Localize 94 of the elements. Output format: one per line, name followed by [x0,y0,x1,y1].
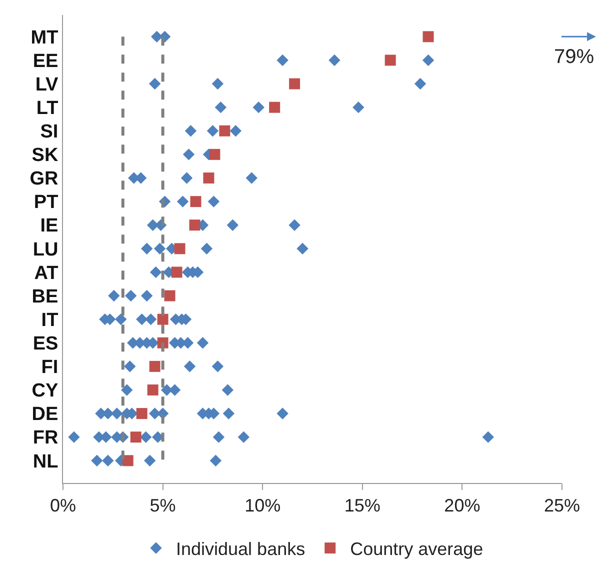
point [230,125,242,137]
y-tick-label: GR [30,168,58,190]
point [226,219,239,231]
y-tick-label: IE [40,216,58,237]
point [136,313,148,326]
y-tick-label: DE [32,404,58,426]
point [150,266,162,278]
point [208,196,220,208]
point [210,454,222,466]
point [212,78,224,90]
point [157,314,168,325]
y-tick-label: SI [40,122,58,143]
point [91,454,103,466]
point [422,31,434,42]
point [130,432,142,443]
legend-label: Individual banks [176,539,306,560]
point [125,290,137,302]
y-tick-label: LU [32,239,58,260]
x-tick-label: 15% [344,496,380,516]
point [124,360,136,372]
point [180,172,193,184]
y-tick-label: MT [30,27,59,48]
point [171,266,182,278]
point [288,219,300,231]
point [238,431,250,443]
y-tick-label: PT [34,192,59,214]
legend-label: Country average [350,539,484,560]
point [147,384,158,396]
y-tick-label: EE [32,50,58,72]
y-tick-label: SK [32,145,58,166]
point [182,148,195,160]
point [154,242,166,254]
x-tick-label: 20% [444,496,480,516]
point [222,384,234,396]
point [206,125,219,137]
point [482,431,494,443]
y-tick-label: FI [41,357,58,378]
point [176,196,189,208]
point [269,102,280,113]
point [328,54,340,66]
point [276,54,288,66]
y-tick-label: IT [41,310,59,331]
point [149,360,160,372]
point [222,408,235,420]
point [164,290,176,302]
point [414,78,426,90]
point [209,148,220,160]
point [422,54,434,66]
point [200,242,213,254]
point [184,125,197,137]
point [144,454,156,466]
point [189,220,200,231]
point [144,313,157,326]
annotation: 79% [554,46,594,68]
point [111,408,123,420]
y-tick-label: NL [32,451,59,472]
point [196,337,209,349]
point [148,78,161,90]
y-tick-label: LV [35,74,59,96]
point [68,431,80,443]
point [140,242,153,254]
point [352,101,364,114]
x-tick-label: 0% [50,496,76,516]
point [214,101,227,114]
x-tick-label: 25% [544,496,580,516]
point [140,290,153,302]
x-tick-label: 10% [244,496,281,516]
point [246,172,258,184]
point [121,384,133,396]
point [190,196,202,208]
point [384,54,396,66]
y-tick-label: AT [34,262,59,284]
y-tick-label: BE [32,286,58,308]
point [122,455,134,466]
point [289,78,300,90]
point [296,242,308,254]
y-tick-label: FR [32,428,58,449]
point [203,172,214,184]
point [140,431,152,443]
point [212,360,224,372]
point [115,313,127,326]
point [102,454,114,466]
point [219,125,230,136]
x-tick-label: 5% [150,496,176,516]
point [184,360,196,372]
point [252,101,264,114]
y-tick-label: CY [32,380,59,402]
y-tick-label: ES [32,334,58,355]
y-tick-label: LT [36,98,59,119]
point [276,408,288,420]
point [174,243,186,254]
point [108,290,120,302]
point [136,408,148,420]
point [212,431,225,443]
